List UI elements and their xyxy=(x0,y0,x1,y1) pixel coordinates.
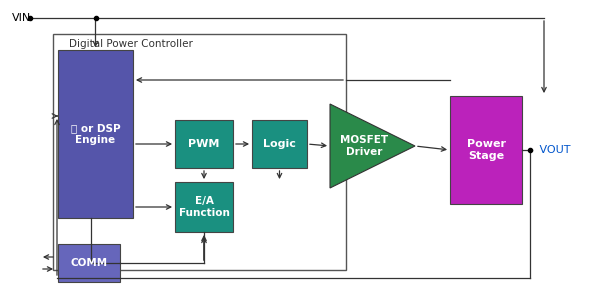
Bar xyxy=(53,34,346,270)
Text: Logic: Logic xyxy=(263,139,296,149)
Bar xyxy=(58,244,120,282)
Bar xyxy=(58,50,133,218)
Bar xyxy=(175,120,233,168)
Bar xyxy=(252,120,307,168)
Text: 网 or DSP
Engine: 网 or DSP Engine xyxy=(71,123,121,145)
Text: VOUT: VOUT xyxy=(536,145,571,155)
Text: MOSFET
Driver: MOSFET Driver xyxy=(340,135,388,157)
Text: COMM: COMM xyxy=(70,258,107,268)
Text: Digital Power Controller: Digital Power Controller xyxy=(69,39,193,49)
Text: E/A
Function: E/A Function xyxy=(179,196,229,218)
Text: VIN: VIN xyxy=(12,13,31,23)
Bar xyxy=(450,96,522,204)
Text: Power
Stage: Power Stage xyxy=(467,139,505,161)
Text: PWM: PWM xyxy=(188,139,220,149)
Polygon shape xyxy=(330,104,415,188)
Bar xyxy=(175,182,233,232)
